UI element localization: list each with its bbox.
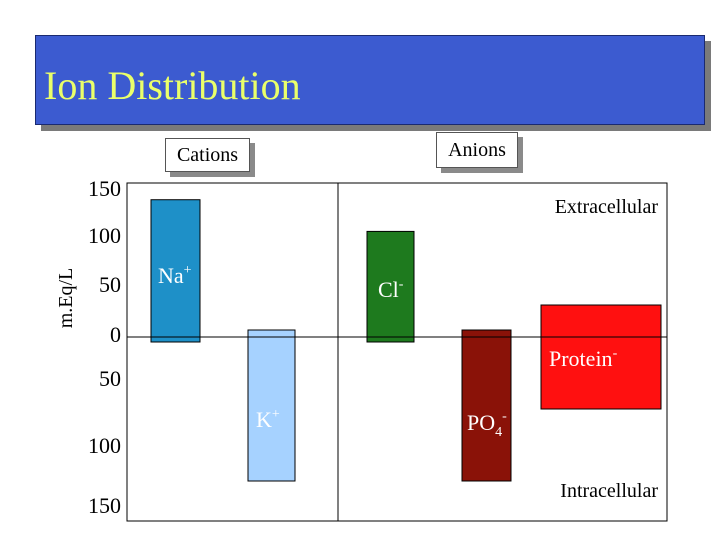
bar-label: Cl- — [378, 277, 404, 302]
extracellular-label: Extracellular — [555, 196, 659, 218]
y-tick-label: 50 — [99, 366, 121, 391]
bars-layer: Na+ K+ Cl- PO4- Protein- — [150, 199, 662, 482]
y-tick-label: 150 — [88, 493, 121, 518]
anions-label: Anions — [436, 132, 518, 168]
y-tick-label: 150 — [88, 176, 121, 201]
y-ticks: 150 100 50 0 50 100 150 — [88, 176, 121, 518]
chart-title: Ion Distribution — [44, 63, 301, 108]
y-tick-label: 0 — [110, 322, 121, 347]
y-tick-label: 100 — [88, 223, 121, 248]
cations-label: Cations — [165, 138, 250, 172]
bar-protein — [540, 304, 662, 410]
bar-cl — [366, 230, 415, 343]
y-tick-label: 100 — [88, 433, 121, 458]
bar-label: K+ — [256, 407, 280, 432]
bar-po4 — [461, 329, 512, 482]
y-axis-label: m.Eq/L — [55, 268, 77, 329]
title-banner: Ion Distribution — [35, 35, 705, 125]
bar-k — [247, 329, 296, 482]
plot-frame — [126, 182, 668, 522]
bar-label: PO4- — [467, 409, 507, 440]
intracellular-label: Intracellular — [560, 480, 658, 502]
bar-label: Protein- — [549, 346, 618, 371]
bar-na — [150, 199, 201, 343]
bar-label: Na+ — [158, 263, 192, 288]
y-tick-label: 50 — [99, 272, 121, 297]
